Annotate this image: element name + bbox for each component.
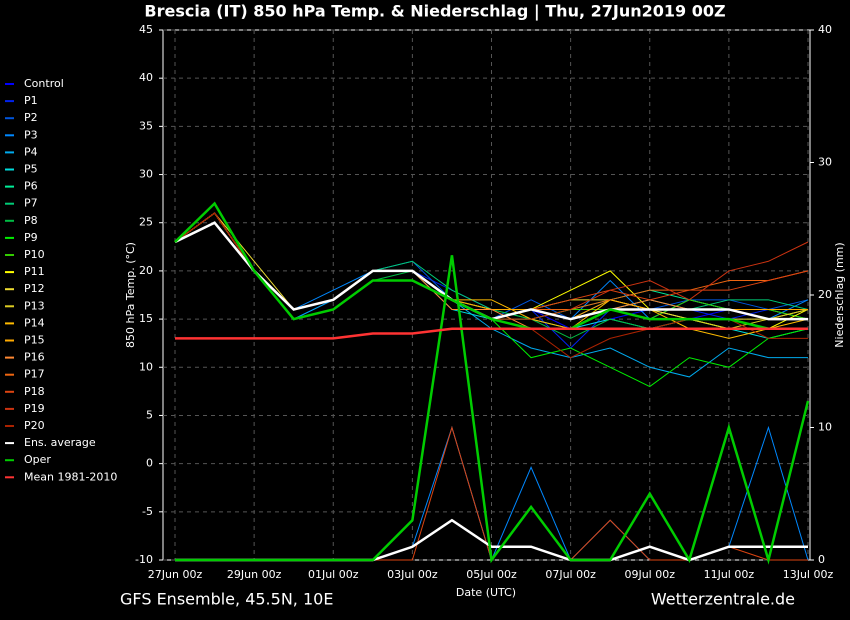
chart-title: Brescia (IT) 850 hPa Temp. & Niederschla…	[144, 2, 725, 22]
legend-label: P4	[24, 145, 38, 158]
y-tick-label: 10	[139, 360, 153, 373]
legend-label: P10	[24, 248, 45, 261]
legend-label: P1	[24, 94, 38, 107]
y-tick-label: -5	[142, 505, 153, 518]
legend-label: Control	[24, 77, 64, 90]
legend-label: P5	[24, 163, 38, 176]
temperature-line	[175, 327, 808, 340]
y2-tick-label: 0	[818, 553, 825, 566]
y-tick-label: 15	[139, 312, 153, 325]
y-tick-label: 30	[139, 168, 153, 181]
y-tick-label: 20	[139, 264, 153, 277]
legend-label: Ens. average	[24, 436, 96, 449]
y-axis-label: 850 hPa Temp. (°C)	[124, 242, 137, 348]
x-axis-label: Date (UTC)	[456, 586, 516, 599]
x-tick-label: 01Jul 00z	[308, 568, 359, 581]
legend-label: P2	[24, 111, 38, 124]
legend-label: P14	[24, 316, 45, 329]
y2-tick-label: 40	[818, 23, 832, 36]
footer-source: GFS Ensemble, 45.5N, 10E	[120, 590, 333, 609]
legend-label: P16	[24, 351, 45, 364]
legend-label: P3	[24, 128, 38, 141]
y-tick-label: 45	[139, 23, 153, 36]
y-tick-label: 5	[146, 408, 153, 421]
footer-site: Wetterzentrale.de	[651, 590, 795, 609]
y2-tick-label: 20	[818, 288, 832, 301]
x-tick-label: 09Jul 00z	[624, 568, 675, 581]
temperature-line	[174, 201, 808, 330]
legend-label: P8	[24, 214, 38, 227]
y2-tick-label: 10	[818, 421, 832, 434]
x-tick-label: 29Jun 00z	[227, 568, 282, 581]
legend-label: P11	[24, 265, 45, 278]
x-tick-label: 27Jun 00z	[148, 568, 203, 581]
y2-axis-label: Niederschlag (mm)	[833, 242, 846, 347]
y-tick-label: -10	[135, 553, 153, 566]
x-tick-label: 05Jul 00z	[466, 568, 517, 581]
x-tick-label: 13Jul 00z	[783, 568, 834, 581]
legend-label: P13	[24, 299, 45, 312]
legend-label: P20	[24, 419, 45, 432]
legend-label: P9	[24, 231, 38, 244]
legend-label: P7	[24, 197, 38, 210]
legend-label: P17	[24, 368, 45, 381]
legend-label: P18	[24, 385, 45, 398]
legend-label: Mean 1981-2010	[24, 470, 117, 483]
legend-label: P12	[24, 282, 45, 295]
y-tick-label: 0	[146, 457, 153, 470]
y-tick-label: 40	[139, 71, 153, 84]
legend-label: P19	[24, 402, 45, 415]
precipitation-line	[175, 255, 810, 565]
y-tick-label: 25	[139, 216, 153, 229]
legend-label: Oper	[24, 453, 51, 466]
legend-label: P15	[24, 334, 45, 347]
y-tick-label: 35	[139, 119, 153, 132]
y2-tick-label: 30	[818, 156, 832, 169]
x-tick-label: 03Jul 00z	[387, 568, 438, 581]
x-tick-label: 11Jul 00z	[704, 568, 755, 581]
x-tick-label: 07Jul 00z	[545, 568, 596, 581]
legend-label: P6	[24, 180, 38, 193]
